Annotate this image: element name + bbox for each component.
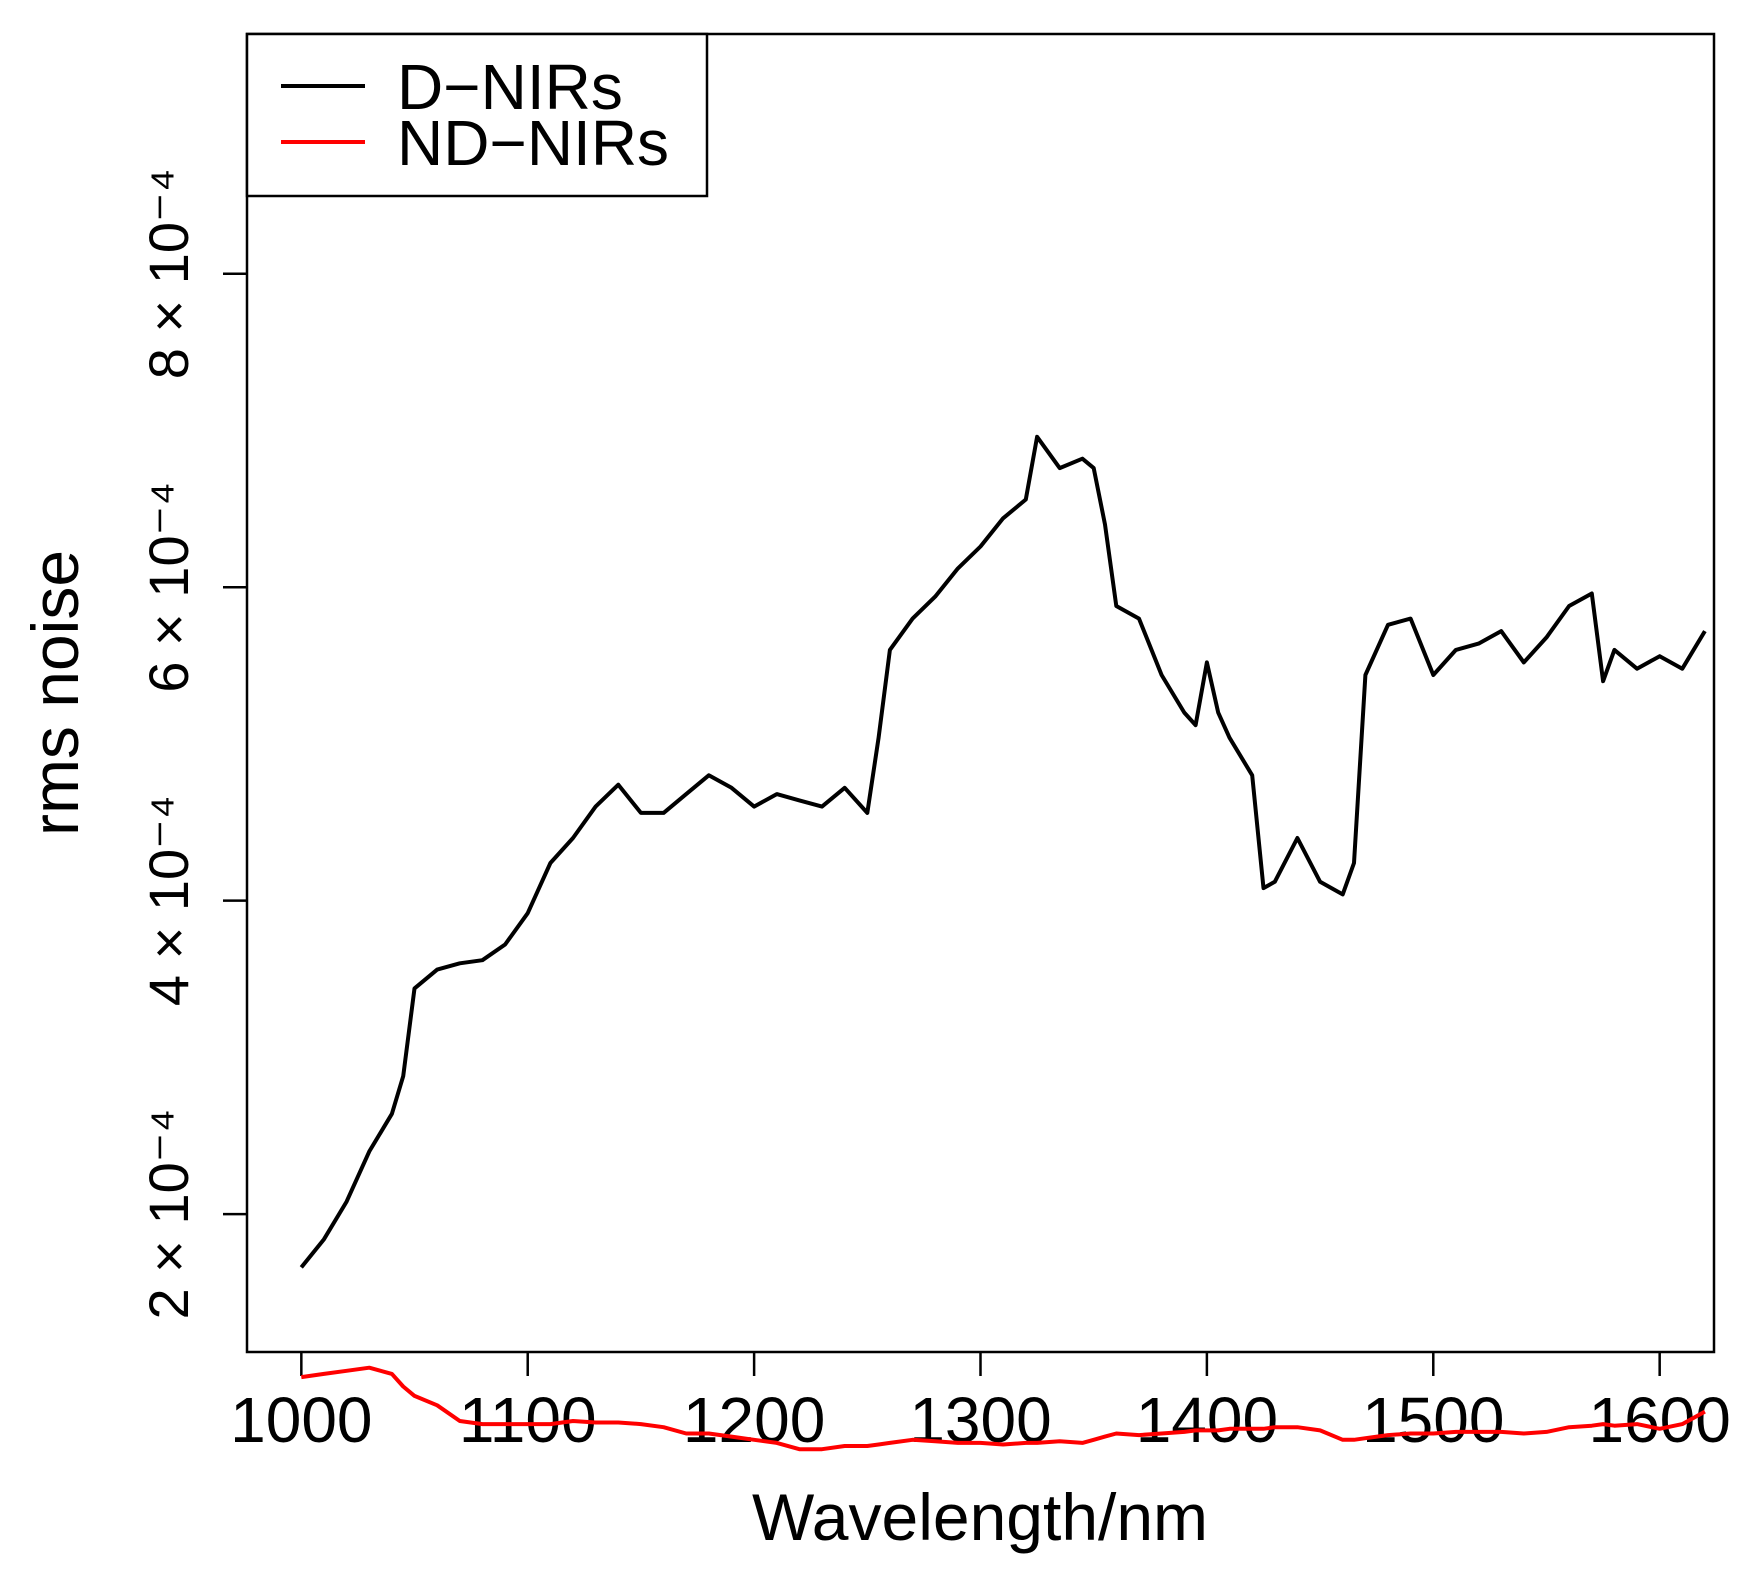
legend-label: D−NIRs (397, 51, 623, 123)
y-tick-label: 8 × 10⁻⁴ (137, 168, 200, 379)
data-line (299, 434, 1707, 1269)
y-tick-label: 4 × 10⁻⁴ (137, 795, 200, 1006)
y-tick-label: 6 × 10⁻⁴ (137, 482, 200, 693)
x-tick-label: 1500 (1362, 1384, 1504, 1456)
x-tick-label: 1600 (1588, 1384, 1730, 1456)
y-axis-title: rms noise (18, 550, 92, 836)
x-axis-title: Wavelength/nm (752, 1480, 1208, 1554)
plot-frame (245, 32, 1716, 1354)
y-tick-label: 2 × 10⁻⁴ (137, 1109, 200, 1320)
data-line (301, 1365, 1706, 1452)
legend-label: ND−NIRs (397, 107, 669, 179)
legend-box (245, 32, 709, 198)
x-tick-label: 1400 (1136, 1384, 1278, 1456)
x-tick-label: 1000 (230, 1384, 372, 1456)
x-tick-label: 1300 (909, 1384, 1051, 1456)
x-tick-label: 1200 (683, 1384, 825, 1456)
